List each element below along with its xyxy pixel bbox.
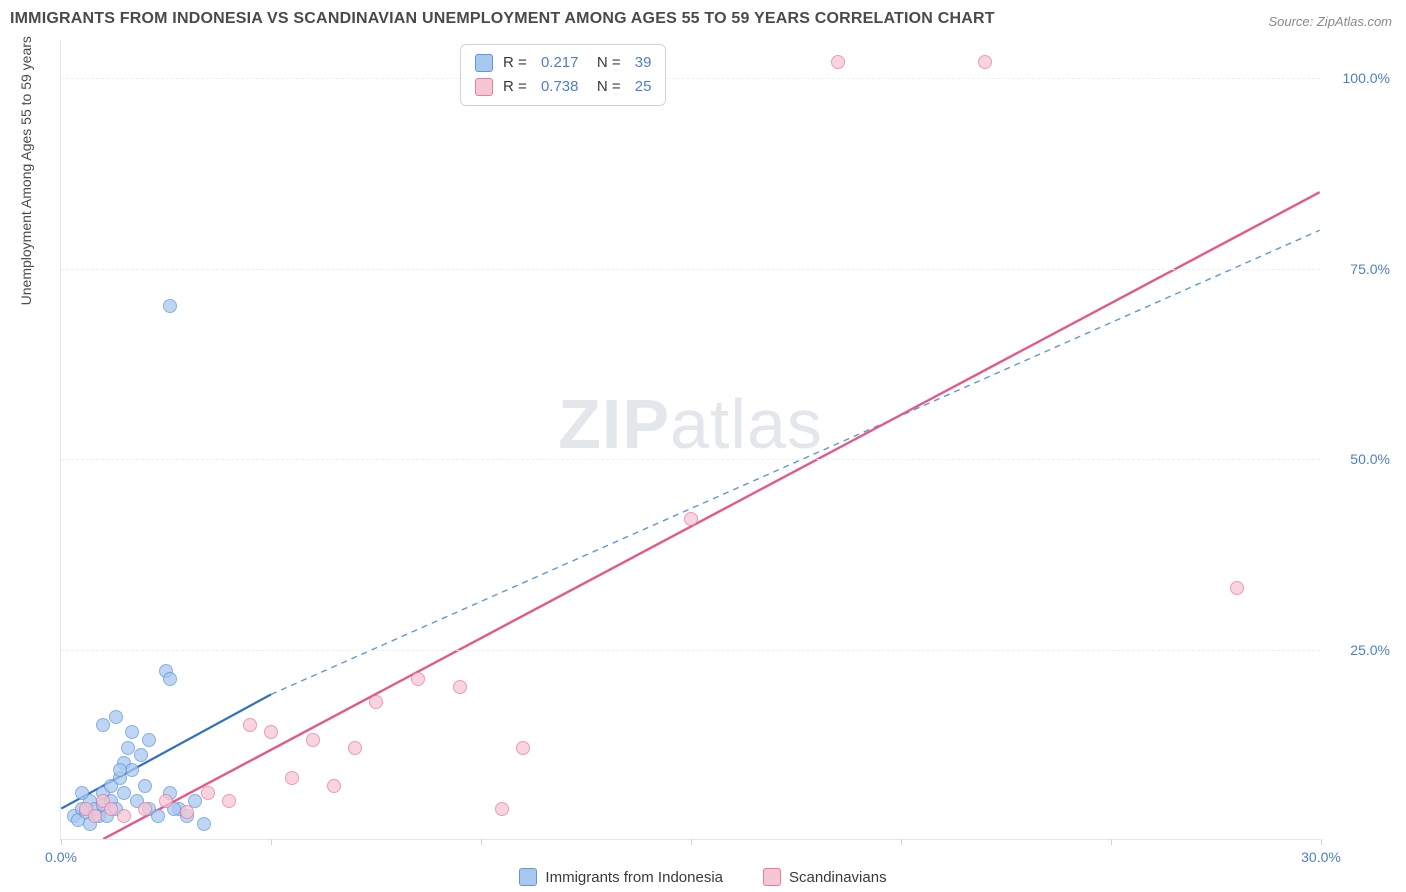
data-point	[180, 805, 194, 819]
data-point	[411, 672, 425, 686]
gridline	[61, 650, 1320, 651]
legend-swatch	[519, 868, 537, 886]
series-swatch	[475, 54, 493, 72]
stat-n-value: 39	[635, 51, 652, 75]
stats-row: R = 0.738 N = 25	[475, 75, 651, 99]
x-tick	[691, 839, 692, 845]
watermark: ZIPatlas	[558, 384, 823, 464]
gridline	[61, 78, 1320, 79]
x-tick	[901, 839, 902, 845]
data-point	[109, 710, 123, 724]
stat-n-label: N =	[588, 51, 624, 75]
data-point	[306, 733, 320, 747]
data-point	[684, 512, 698, 526]
source-attribution: Source: ZipAtlas.com	[1268, 14, 1392, 29]
legend-item: Immigrants from Indonesia	[519, 868, 723, 886]
data-point	[1230, 581, 1244, 595]
legend-item: Scandinavians	[763, 868, 887, 886]
legend-label: Immigrants from Indonesia	[545, 869, 723, 886]
stat-r-label: R =	[503, 75, 531, 99]
data-point	[159, 794, 173, 808]
data-point	[163, 299, 177, 313]
data-point	[348, 741, 362, 755]
x-tick	[1111, 839, 1112, 845]
data-point	[88, 809, 102, 823]
data-point	[125, 763, 139, 777]
y-tick-label: 75.0%	[1330, 261, 1390, 277]
data-point	[96, 718, 110, 732]
data-point	[117, 809, 131, 823]
stats-row: R = 0.217 N = 39	[475, 51, 651, 75]
data-point	[201, 786, 215, 800]
stats-legend-box: R = 0.217 N = 39R = 0.738 N = 25	[460, 44, 666, 106]
data-point	[138, 802, 152, 816]
y-tick-label: 50.0%	[1330, 451, 1390, 467]
data-point	[163, 672, 177, 686]
data-point	[831, 55, 845, 69]
data-point	[134, 748, 148, 762]
data-point	[453, 680, 467, 694]
series-swatch	[475, 78, 493, 96]
x-tick	[1321, 839, 1322, 845]
chart-title: IMMIGRANTS FROM INDONESIA VS SCANDINAVIA…	[10, 10, 995, 28]
x-tick-label: 30.0%	[1301, 849, 1341, 865]
x-tick	[61, 839, 62, 845]
x-tick	[481, 839, 482, 845]
stat-n-value: 25	[635, 75, 652, 99]
stat-n-label: N =	[588, 75, 624, 99]
data-point	[978, 55, 992, 69]
data-point	[285, 771, 299, 785]
data-point	[495, 802, 509, 816]
data-point	[264, 725, 278, 739]
x-tick	[271, 839, 272, 845]
gridline	[61, 269, 1320, 270]
data-point	[516, 741, 530, 755]
data-point	[75, 786, 89, 800]
y-tick-label: 25.0%	[1330, 642, 1390, 658]
data-point	[125, 725, 139, 739]
data-point	[197, 817, 211, 831]
data-point	[222, 794, 236, 808]
stat-r-value: 0.738	[541, 75, 579, 99]
plot-area: ZIPatlas 25.0%50.0%75.0%100.0%0.0%30.0%	[60, 40, 1320, 840]
y-axis-label: Unemployment Among Ages 55 to 59 years	[18, 36, 34, 305]
gridline	[61, 459, 1320, 460]
data-point	[138, 779, 152, 793]
stat-r-label: R =	[503, 51, 531, 75]
legend-swatch	[763, 868, 781, 886]
y-tick-label: 100.0%	[1330, 70, 1390, 86]
data-point	[327, 779, 341, 793]
stat-r-value: 0.217	[541, 51, 579, 75]
data-point	[142, 733, 156, 747]
x-tick-label: 0.0%	[45, 849, 77, 865]
data-point	[113, 763, 127, 777]
bottom-legend: Immigrants from Indonesia Scandinavians	[0, 868, 1406, 886]
legend-label: Scandinavians	[789, 869, 887, 886]
data-point	[369, 695, 383, 709]
data-point	[243, 718, 257, 732]
data-point	[151, 809, 165, 823]
